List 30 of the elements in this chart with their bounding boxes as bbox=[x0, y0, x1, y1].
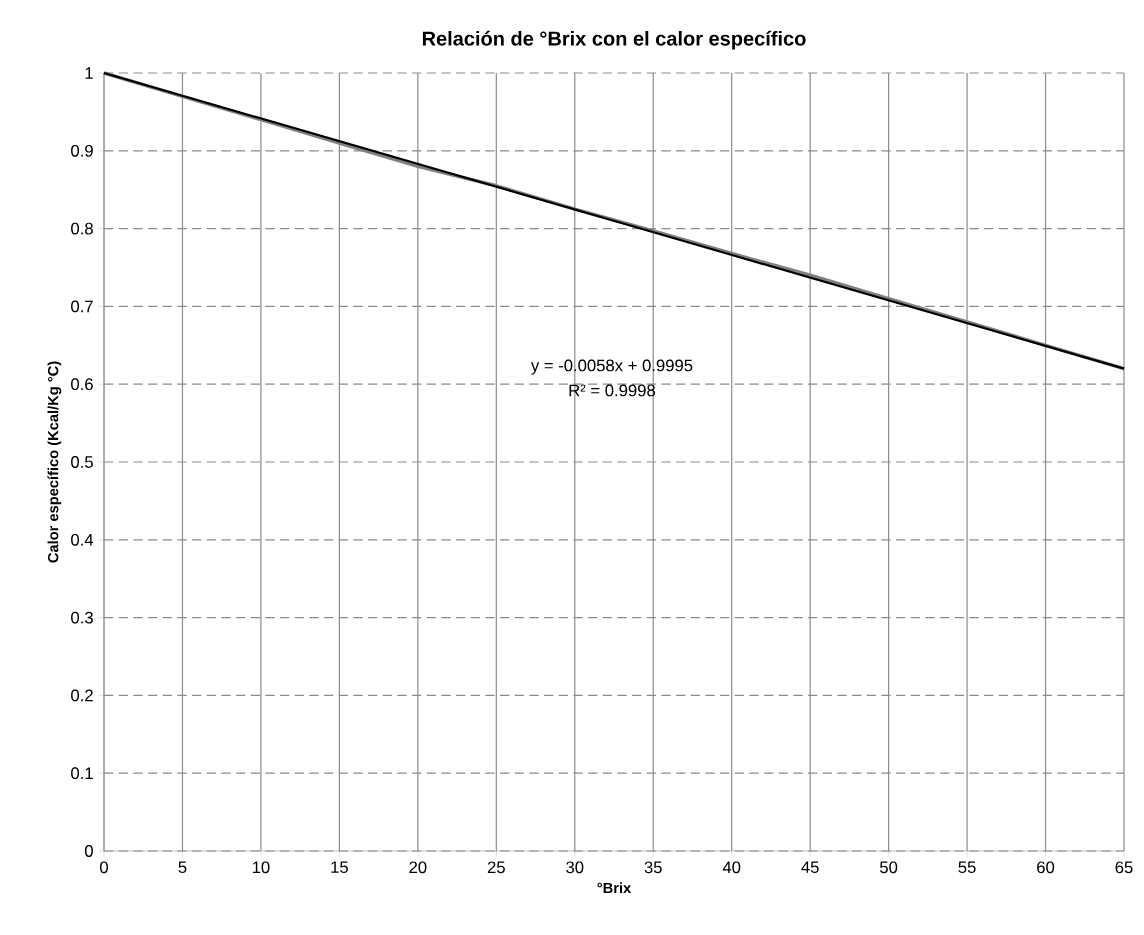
x-tick-label: 15 bbox=[331, 861, 348, 874]
y-tick-label: 0.3 bbox=[71, 611, 93, 624]
x-tick-label: 55 bbox=[958, 861, 976, 874]
x-tick-label: 45 bbox=[801, 861, 819, 874]
x-tick-label: 40 bbox=[722, 861, 741, 874]
annotation: y = -0.0058x + 0.9995 bbox=[530, 359, 693, 375]
y-tick-label: 1 bbox=[85, 67, 93, 79]
y-tick-label: 0.7 bbox=[71, 300, 93, 313]
y-axis-title: Calor específico (Kcal/Kg °C) bbox=[47, 361, 62, 563]
x-tick-label: 50 bbox=[880, 861, 898, 874]
y-tick-label: 0.4 bbox=[71, 533, 94, 546]
x-tick-label: 65 bbox=[1115, 861, 1133, 874]
annotation: R² = 0.9998 bbox=[569, 384, 656, 397]
x-tick-label: 20 bbox=[409, 861, 427, 874]
x-tick-label: 30 bbox=[566, 861, 584, 874]
y-tick-label: 0.8 bbox=[71, 222, 93, 235]
y-tick-label: 0.2 bbox=[71, 689, 93, 702]
y-tick-label: 0.6 bbox=[71, 378, 93, 391]
x-axis-title: °Brix bbox=[597, 882, 632, 893]
x-tick-label: 10 bbox=[252, 861, 270, 874]
y-tick-label: 0 bbox=[84, 845, 93, 857]
y-tick-label: 0.1 bbox=[71, 767, 93, 780]
x-tick-label: 25 bbox=[487, 861, 505, 874]
chart-title: Relación de °Brix con el calor específico bbox=[422, 30, 806, 50]
x-tick-label: 60 bbox=[1037, 861, 1055, 874]
y-tick-label: 0.5 bbox=[71, 456, 93, 468]
y-tick-label: 0.9 bbox=[71, 144, 93, 157]
x-tick-label: 0 bbox=[100, 861, 108, 874]
x-tick-label: 5 bbox=[178, 861, 187, 874]
x-tick-label: 35 bbox=[644, 861, 662, 874]
